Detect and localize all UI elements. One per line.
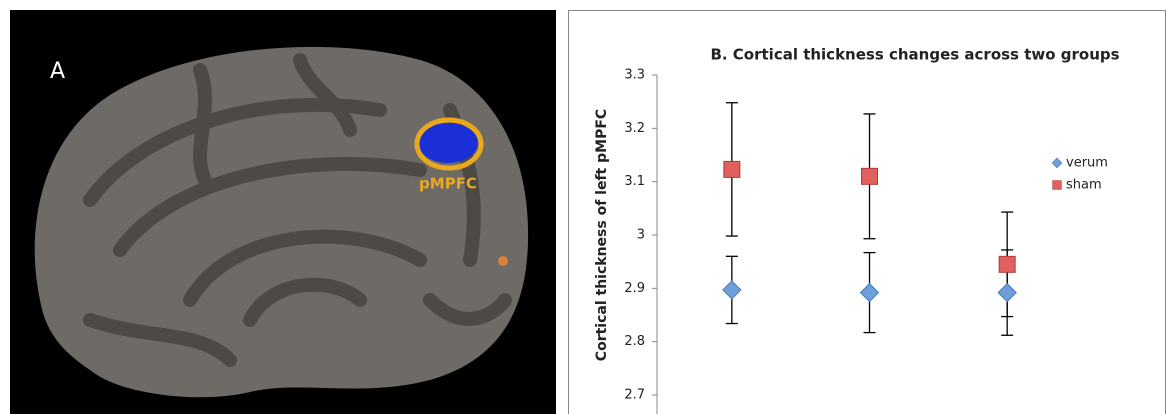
data-point <box>862 168 878 184</box>
y-tick-label: 3 <box>637 228 645 243</box>
legend-label: verum <box>1066 156 1108 171</box>
y-tick-label: 3.1 <box>624 174 645 189</box>
brain-surface <box>35 47 528 397</box>
chart-frame <box>569 11 1166 414</box>
data-point <box>999 256 1015 272</box>
page: {"panel_a": {"label": "A", "annotation":… <box>0 0 1166 414</box>
brain-panel: A pMPFC <box>10 10 556 414</box>
y-tick-label: 3.3 <box>624 68 645 83</box>
y-tick-label: 2.9 <box>624 281 645 296</box>
legend-marker <box>1053 181 1062 190</box>
y-tick-label: 3.2 <box>624 121 645 136</box>
region-label: pMPFC <box>419 175 477 193</box>
panel-label: A <box>50 59 65 84</box>
data-point <box>724 161 740 177</box>
legend-label: sham <box>1066 178 1102 193</box>
chart-title: B. Cortical thickness changes across two… <box>710 46 1119 64</box>
y-tick-label: 2.8 <box>624 334 645 349</box>
cluster <box>498 256 508 266</box>
y-tick-label: 2.7 <box>624 388 645 403</box>
y-axis-label: Cortical thickness of left pMPFC <box>594 109 610 361</box>
figure: A pMPFC B. Cortical thickness changes ac… <box>0 0 1166 414</box>
